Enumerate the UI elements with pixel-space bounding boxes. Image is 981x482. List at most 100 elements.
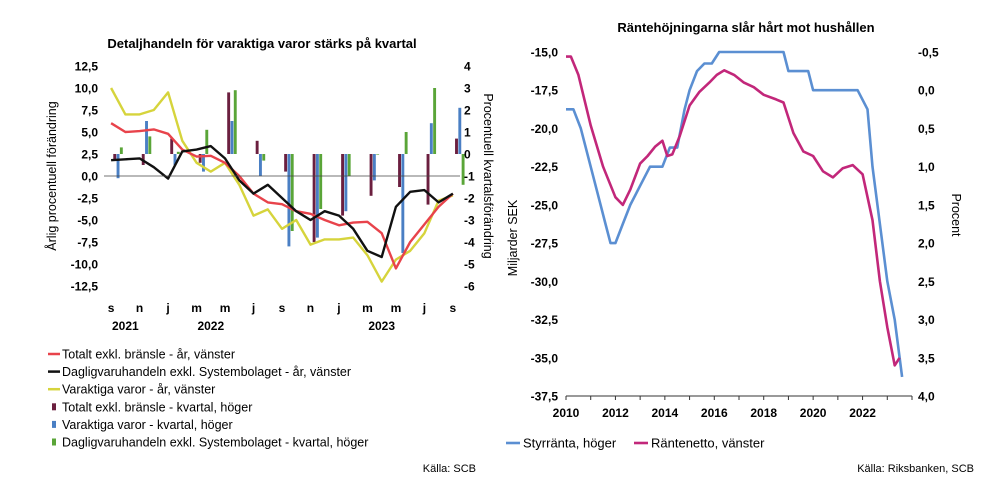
bar-durable bbox=[116, 154, 120, 179]
left-bars bbox=[113, 88, 465, 253]
right-y-tick-label: 4,0 bbox=[918, 390, 935, 404]
left-lines bbox=[110, 87, 454, 283]
right-y-tick-label: 2,0 bbox=[918, 237, 935, 251]
bar-total bbox=[227, 92, 231, 154]
x-tick-label: 2010 bbox=[553, 406, 580, 420]
left-y-tick-label: -22,5 bbox=[531, 160, 559, 174]
right-y-tick-label: 4 bbox=[464, 60, 471, 74]
bar-daily bbox=[461, 154, 465, 185]
bar-durable bbox=[145, 121, 148, 154]
right-y-tick-label: -4 bbox=[464, 236, 475, 250]
left-y-tick-label: 0,0 bbox=[81, 170, 98, 184]
x-tick-label: 2012 bbox=[602, 406, 629, 420]
policy-rate-line bbox=[566, 50, 904, 378]
left-y-axis-title: Årlig procentuell förändring bbox=[44, 101, 59, 250]
bar-total bbox=[426, 154, 430, 205]
x-tick-label: 2018 bbox=[750, 406, 777, 420]
left-y-tick-label: -10,0 bbox=[71, 258, 99, 272]
x-tick-label: 2014 bbox=[652, 406, 679, 420]
left-legend: Totalt exkl. bränsle - år, vänster Daglig… bbox=[48, 348, 368, 450]
bar-daily bbox=[347, 154, 351, 176]
bar-daily bbox=[404, 132, 408, 154]
x-year-label: 2023 bbox=[368, 319, 395, 333]
bar-daily bbox=[205, 129, 209, 154]
bar-total bbox=[455, 138, 458, 154]
x-year-label: 2021 bbox=[112, 319, 139, 333]
bar-durable bbox=[401, 154, 405, 253]
left-y-tick-label: -35,0 bbox=[531, 351, 559, 365]
legend-bar-swatch bbox=[52, 403, 56, 411]
bar-durable bbox=[230, 121, 234, 154]
left-y-tick-label: -15,0 bbox=[531, 46, 559, 60]
left-y-tick-label: -32,5 bbox=[531, 313, 559, 327]
left-y-tick-label: -17,5 bbox=[531, 84, 559, 98]
bar-durable bbox=[429, 123, 433, 154]
bar-daily bbox=[176, 151, 180, 154]
x-month-tick-label: n bbox=[136, 301, 143, 315]
left-y-tick-label: -25,0 bbox=[531, 198, 559, 212]
left-y-tick-label: -30,0 bbox=[531, 275, 559, 289]
right-y-tick-label: 3 bbox=[464, 82, 471, 96]
left-y-tick-label: -27,5 bbox=[531, 237, 559, 251]
bar-daily bbox=[148, 136, 152, 154]
bar-daily bbox=[119, 147, 123, 154]
legend-label: Styrränta, höger bbox=[523, 436, 617, 451]
right-y-tick-label: -1 bbox=[464, 170, 475, 184]
right-y-tick-label: 2 bbox=[464, 104, 471, 118]
right-y-tick-label: 2,5 bbox=[918, 275, 935, 289]
bar-total bbox=[113, 154, 117, 161]
x-month-tick-label: m bbox=[362, 301, 373, 315]
bar-total bbox=[198, 154, 202, 163]
right-y-tick-label: 1 bbox=[464, 126, 471, 140]
left-y-tick-label: 10,0 bbox=[75, 82, 99, 96]
right-y-axis-title: Procentuell kvartalsförändring bbox=[481, 93, 495, 258]
bar-daily bbox=[262, 154, 266, 161]
legend-label: Varaktiga varor - kvartal, höger bbox=[62, 418, 233, 432]
durable-line bbox=[110, 87, 454, 283]
bar-daily bbox=[290, 154, 294, 231]
legend-bar-swatch bbox=[52, 420, 56, 428]
left-source: Källa: SCB bbox=[423, 463, 476, 475]
x-month-tick-label: j bbox=[422, 301, 426, 315]
bar-durable bbox=[458, 107, 462, 154]
bar-daily bbox=[319, 154, 323, 209]
bar-durable bbox=[202, 154, 205, 172]
bar-total bbox=[312, 154, 316, 242]
x-month-tick-label: n bbox=[307, 301, 314, 315]
right-chart-title: Räntehöjningarna slår hårt mot hushållen bbox=[617, 20, 874, 35]
right-source: Källa: Riksbanken, SCB bbox=[857, 463, 974, 475]
bar-total bbox=[170, 138, 174, 154]
left-y-tick-label: -5,0 bbox=[77, 214, 98, 228]
right-chart: Räntehöjningarna slår hårt mot hushållen… bbox=[506, 20, 974, 475]
x-month-tick-label: s bbox=[108, 301, 115, 315]
x-month-tick-label: m bbox=[220, 301, 231, 315]
bar-daily bbox=[433, 88, 437, 154]
legend-label: Varaktiga varor - år, vänster bbox=[62, 383, 215, 397]
left-y-tick-label: 2,5 bbox=[81, 148, 98, 162]
left-y-tick-label: -20,0 bbox=[531, 122, 559, 136]
right-y-tick-label: 0 bbox=[464, 148, 471, 162]
left-y-tick-label: -2,5 bbox=[77, 192, 98, 206]
x-month-tick-label: j bbox=[251, 301, 255, 315]
x-month-tick-label: s bbox=[450, 301, 457, 315]
right-y-tick-label: 1,5 bbox=[918, 198, 935, 212]
bar-daily bbox=[233, 90, 237, 154]
left-chart: Detaljhandeln för varaktiga varor stärks… bbox=[44, 36, 495, 475]
bar-total bbox=[398, 154, 401, 187]
bar-durable bbox=[173, 154, 177, 165]
legend-bar-swatch bbox=[52, 438, 56, 446]
right-legend: Styrränta, höger Räntenetto, vänster bbox=[506, 436, 765, 451]
bar-durable bbox=[287, 154, 291, 247]
left-y-tick-label: 7,5 bbox=[81, 104, 98, 118]
interest-net-line bbox=[566, 55, 901, 367]
right-y-tick-label: 0,0 bbox=[918, 84, 935, 98]
x-month-tick-label: j bbox=[165, 301, 169, 315]
right-axes: -15,0 -17,5 -20,0 -22,5 -25,0 -27,5 -30,0 -32,5… bbox=[531, 46, 939, 421]
x-month-tick-label: m bbox=[191, 301, 202, 315]
right-right-y-axis-title: Procent bbox=[949, 193, 963, 237]
bar-total bbox=[255, 140, 259, 154]
x-month-tick-label: s bbox=[279, 301, 286, 315]
left-y-tick-label: 12,5 bbox=[75, 60, 99, 74]
legend-label: Totalt exkl. bränsle - kvartal, höger bbox=[62, 400, 252, 414]
right-y-tick-label: -3 bbox=[464, 214, 475, 228]
